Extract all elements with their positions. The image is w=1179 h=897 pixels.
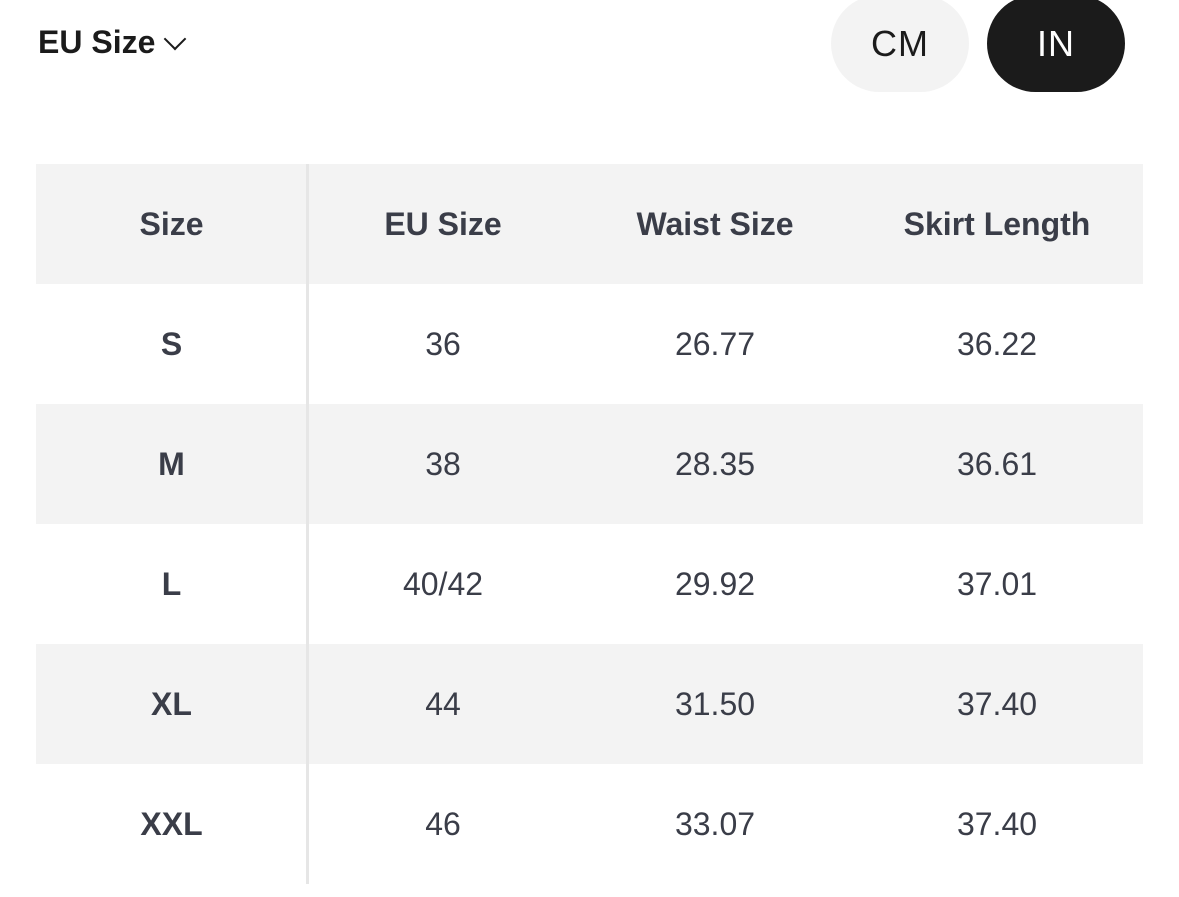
size-system-label: EU Size (38, 24, 156, 60)
cell-length: 36.61 (956, 445, 1038, 482)
size-chart-table: Size EU Size Waist Size Skirt Length S 3… (36, 164, 1143, 884)
table-header-row: Size EU Size Waist Size Skirt Length (36, 164, 1143, 284)
cell-size: S (160, 325, 183, 362)
cell-eu-size: 40/42 (402, 565, 484, 602)
cell-eu-size: 38 (425, 445, 461, 482)
table-row: M 38 28.35 36.61 (36, 404, 1143, 524)
cell-length: 37.01 (956, 565, 1038, 602)
cell-waist: 26.77 (674, 325, 756, 362)
table-row: L 40/42 29.92 37.01 (36, 524, 1143, 644)
cell-size: M (158, 445, 185, 482)
cell-length: 37.40 (956, 805, 1038, 842)
table-row: S 36 26.77 36.22 (36, 284, 1143, 404)
header-skirt-length: Skirt Length (903, 205, 1091, 242)
cell-length: 36.22 (956, 325, 1038, 362)
cell-size: XL (151, 685, 192, 722)
unit-in-button[interactable]: IN (987, 0, 1125, 92)
cell-eu-size: 44 (425, 685, 461, 722)
cell-waist: 33.07 (674, 805, 756, 842)
table-row: XL 44 31.50 37.40 (36, 644, 1143, 764)
size-system-dropdown[interactable]: EU Size (38, 24, 187, 61)
cell-size: L (161, 565, 182, 602)
unit-cm-button[interactable]: CM (831, 0, 969, 92)
header-size: Size (139, 205, 204, 242)
cell-eu-size: 36 (425, 325, 461, 362)
chevron-down-icon (164, 27, 187, 50)
cell-length: 37.40 (956, 685, 1038, 722)
cell-waist: 29.92 (674, 565, 756, 602)
cell-eu-size: 46 (425, 805, 461, 842)
cell-waist: 28.35 (674, 445, 756, 482)
cell-waist: 31.50 (674, 685, 756, 722)
table-row: XXL 46 33.07 37.40 (36, 764, 1143, 884)
header-eu-size: EU Size (384, 205, 502, 242)
header-waist-size: Waist Size (636, 205, 794, 242)
cell-size: XXL (140, 805, 203, 842)
column-divider (306, 164, 309, 884)
